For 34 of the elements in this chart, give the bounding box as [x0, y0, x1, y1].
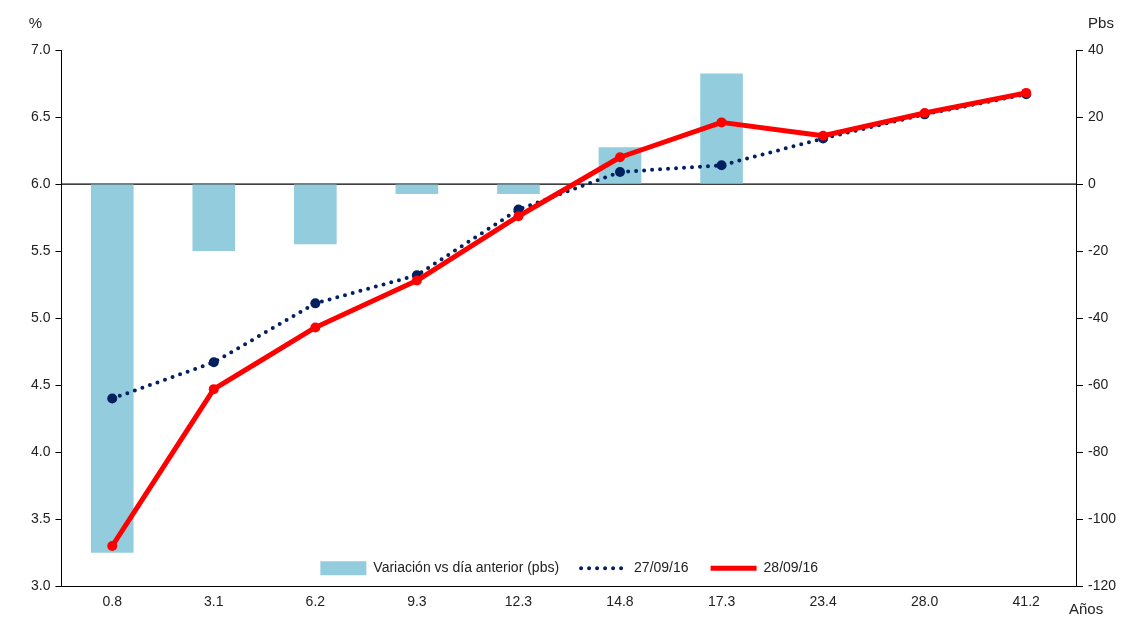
y2-tick-label: -40	[1087, 308, 1109, 325]
x-tick-label: 6.2	[305, 593, 326, 610]
y2-axis-title: Pbs	[1088, 14, 1114, 32]
y-tick-label: 6.0	[30, 174, 51, 191]
y-tick-label: 5.5	[30, 241, 51, 258]
y-tick-label: 4.0	[30, 443, 51, 460]
y-tick-label: 7.0	[30, 40, 51, 57]
x-axis-title: Años	[1068, 600, 1104, 618]
y2-tick-label: 20	[1087, 107, 1104, 124]
x-tick-label: 41.2	[1012, 593, 1041, 610]
y2-tick-label: -120	[1087, 577, 1117, 594]
x-tick-label: 14.8	[606, 593, 634, 610]
y-tick-label: 6.5	[30, 107, 51, 124]
y-tick-label: 3.0	[30, 577, 51, 594]
x-tick-label: 28.0	[911, 593, 939, 610]
x-tick-label: 9.3	[407, 593, 427, 610]
y2-tick-label: -60	[1087, 375, 1109, 392]
x-tick-label: 12.3	[504, 593, 533, 610]
y2-tick-label: -80	[1087, 443, 1109, 460]
x-tick-label: 23.4	[809, 593, 837, 610]
y-tick-label: 5.0	[30, 308, 51, 325]
legend-label: Variación vs día anterior (pbs)	[373, 559, 560, 576]
x-tick-label: 3.1	[204, 593, 224, 610]
y-axis-title: %	[28, 14, 43, 32]
y2-tick-label: 0	[1087, 174, 1096, 191]
legend-label: 28/09/16	[763, 559, 819, 576]
y2-tick-label: 40	[1087, 40, 1104, 57]
x-tick-label: 17.3	[707, 593, 736, 610]
y-tick-label: 3.5	[30, 510, 51, 527]
legend-label: 27/09/16	[634, 559, 689, 576]
y-tick-label: 4.5	[30, 375, 51, 392]
x-tick-label: 0.8	[102, 593, 123, 610]
y2-tick-label: -100	[1087, 510, 1117, 527]
y2-tick-label: -20	[1087, 241, 1109, 258]
